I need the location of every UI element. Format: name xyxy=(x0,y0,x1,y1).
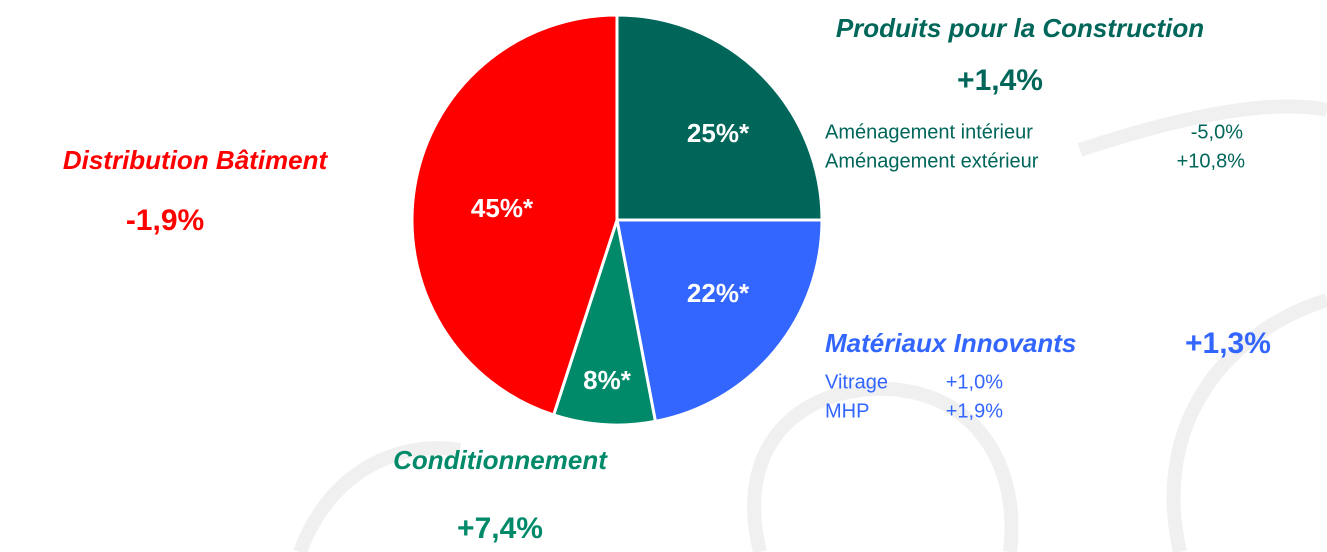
segment-growth: +1,4% xyxy=(957,64,1043,97)
background-arcs xyxy=(293,99,1327,552)
detail-name: Aménagement intérieur xyxy=(825,121,1033,143)
pie-slice xyxy=(615,13,824,222)
detail-value: +1,9% xyxy=(946,400,1003,422)
detail-name: Vitrage xyxy=(825,371,888,393)
pie-slice xyxy=(615,218,824,424)
pie-slice xyxy=(410,13,619,417)
segment-growth: -1,9% xyxy=(126,204,204,237)
segment-growth: +1,3% xyxy=(1185,327,1271,360)
detail-value: +1,0% xyxy=(946,371,1003,393)
segment-name: Distribution Bâtiment xyxy=(63,145,329,175)
detail-name: Aménagement extérieur xyxy=(825,150,1039,172)
segment-name: Produits pour la Construction xyxy=(836,13,1204,43)
segment-growth: +7,4% xyxy=(457,512,543,545)
detail-value: -5,0% xyxy=(1191,121,1243,143)
value-label: 25%* xyxy=(687,118,750,148)
detail-value: +10,8% xyxy=(1177,150,1246,172)
value-label: 8%* xyxy=(583,365,632,395)
value-label: 45%* xyxy=(471,193,534,223)
value-label: 22%* xyxy=(687,278,750,308)
segment-name: Conditionnement xyxy=(393,445,608,475)
segment-name: Matériaux Innovants xyxy=(825,328,1076,358)
pie-slice xyxy=(551,219,658,427)
detail-name: MHP xyxy=(825,400,869,422)
